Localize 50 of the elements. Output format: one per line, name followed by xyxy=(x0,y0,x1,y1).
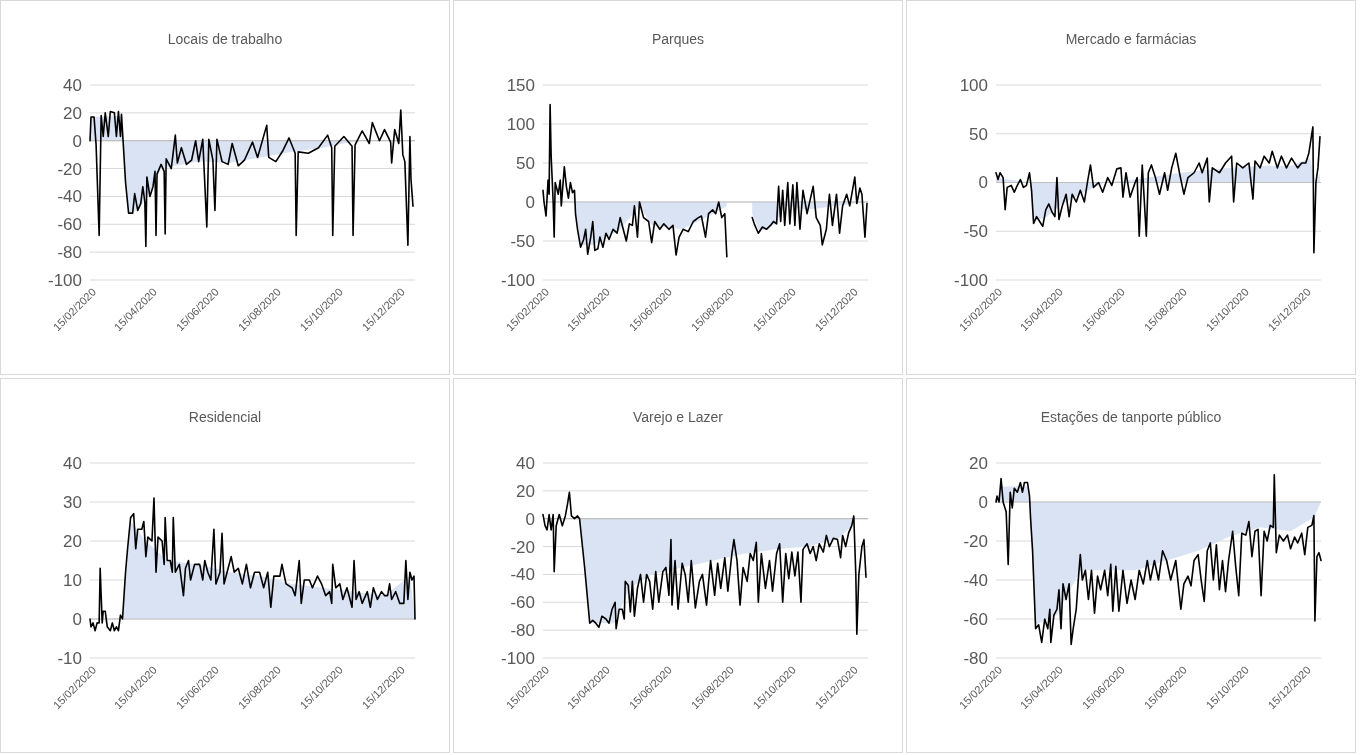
y-tick-label: -50 xyxy=(963,222,988,242)
y-tick-label: 0 xyxy=(72,609,82,629)
y-tick-label: 40 xyxy=(63,453,82,473)
y-tick-label: 50 xyxy=(969,124,988,144)
y-tick-label: 10 xyxy=(63,570,82,590)
y-tick-label: -50 xyxy=(510,231,535,251)
chart-title: Parques xyxy=(651,31,705,47)
y-tick-label: -20 xyxy=(510,537,535,557)
y-tick-label: -100 xyxy=(47,270,82,290)
chart-title: Locais de trabalho xyxy=(167,31,283,47)
chart-title: Mercado e farmácias xyxy=(1065,31,1197,47)
y-tick-label: -60 xyxy=(57,215,82,235)
y-tick-label: -100 xyxy=(500,270,535,290)
chart-title: Estações de tanporte público xyxy=(1040,409,1222,425)
y-tick-label: 20 xyxy=(63,103,82,123)
y-tick-label: -10 xyxy=(57,648,82,668)
y-tick-label: -80 xyxy=(57,243,82,263)
chart-title: Varejo e Lazer xyxy=(632,409,724,425)
y-tick-label: 0 xyxy=(525,192,535,212)
y-tick-label: -40 xyxy=(57,187,82,207)
y-tick-label: 0 xyxy=(978,173,988,193)
y-tick-label: -80 xyxy=(510,621,535,641)
y-tick-label: -60 xyxy=(963,609,988,629)
line-series xyxy=(995,126,1321,254)
y-tick-label: -100 xyxy=(500,648,535,668)
y-tick-label: -40 xyxy=(963,570,988,590)
y-tick-label: 40 xyxy=(516,453,535,473)
y-tick-label: -20 xyxy=(57,159,82,179)
line-series xyxy=(89,497,416,632)
y-tick-label: 100 xyxy=(959,75,988,95)
y-tick-label: 100 xyxy=(506,114,535,134)
y-tick-label: -40 xyxy=(510,565,535,585)
line-series xyxy=(542,491,867,636)
y-tick-label: 50 xyxy=(516,153,535,173)
y-tick-label: 20 xyxy=(516,481,535,501)
y-tick-label: 0 xyxy=(525,509,535,529)
line-series xyxy=(89,109,414,248)
y-tick-label: -60 xyxy=(510,593,535,613)
chart-title: Residencial xyxy=(188,409,262,425)
y-tick-label: 0 xyxy=(72,131,82,151)
y-tick-label: -100 xyxy=(953,270,988,290)
y-tick-label: 40 xyxy=(63,75,82,95)
y-tick-label: -20 xyxy=(963,531,988,551)
y-tick-label: 30 xyxy=(63,492,82,512)
y-tick-label: 20 xyxy=(63,531,82,551)
y-tick-label: -80 xyxy=(963,648,988,668)
y-tick-label: 0 xyxy=(978,492,988,512)
y-tick-label: 150 xyxy=(506,75,535,95)
line-series xyxy=(995,473,1322,646)
y-tick-label: 20 xyxy=(969,453,988,473)
